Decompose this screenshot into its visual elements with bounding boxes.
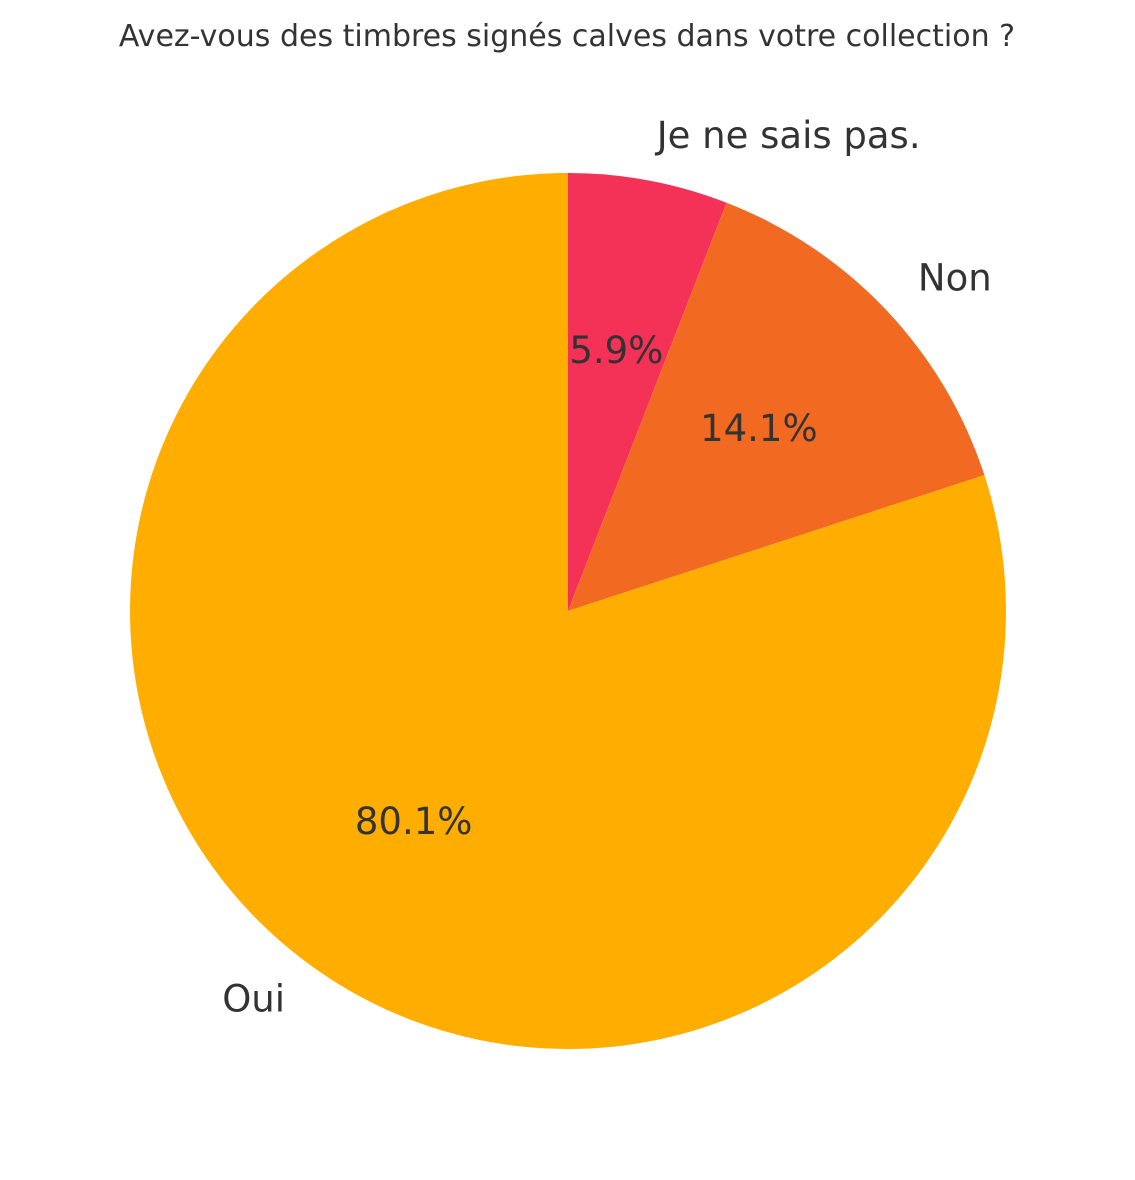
slice-percentage-label: 80.1% xyxy=(355,800,473,843)
pie-slices xyxy=(129,173,1007,1049)
slice-category-label: Je ne sais pas. xyxy=(655,114,921,157)
slice-category-label: Oui xyxy=(222,977,285,1020)
slice-percentage-label: 14.1% xyxy=(700,407,818,450)
pie-slice-oui xyxy=(129,173,1007,1049)
pie-labels: Je ne sais pas. 5.9% Non 14.1% Oui 80.1% xyxy=(222,114,991,1021)
slice-percentage-label: 5.9% xyxy=(569,329,663,372)
pie-slice-je-ne-sais-pas xyxy=(568,173,727,611)
chart-title: Avez-vous des timbres signés calves dans… xyxy=(119,19,1015,54)
pie-slice-non xyxy=(568,202,985,611)
slice-category-label: Non xyxy=(918,256,992,299)
